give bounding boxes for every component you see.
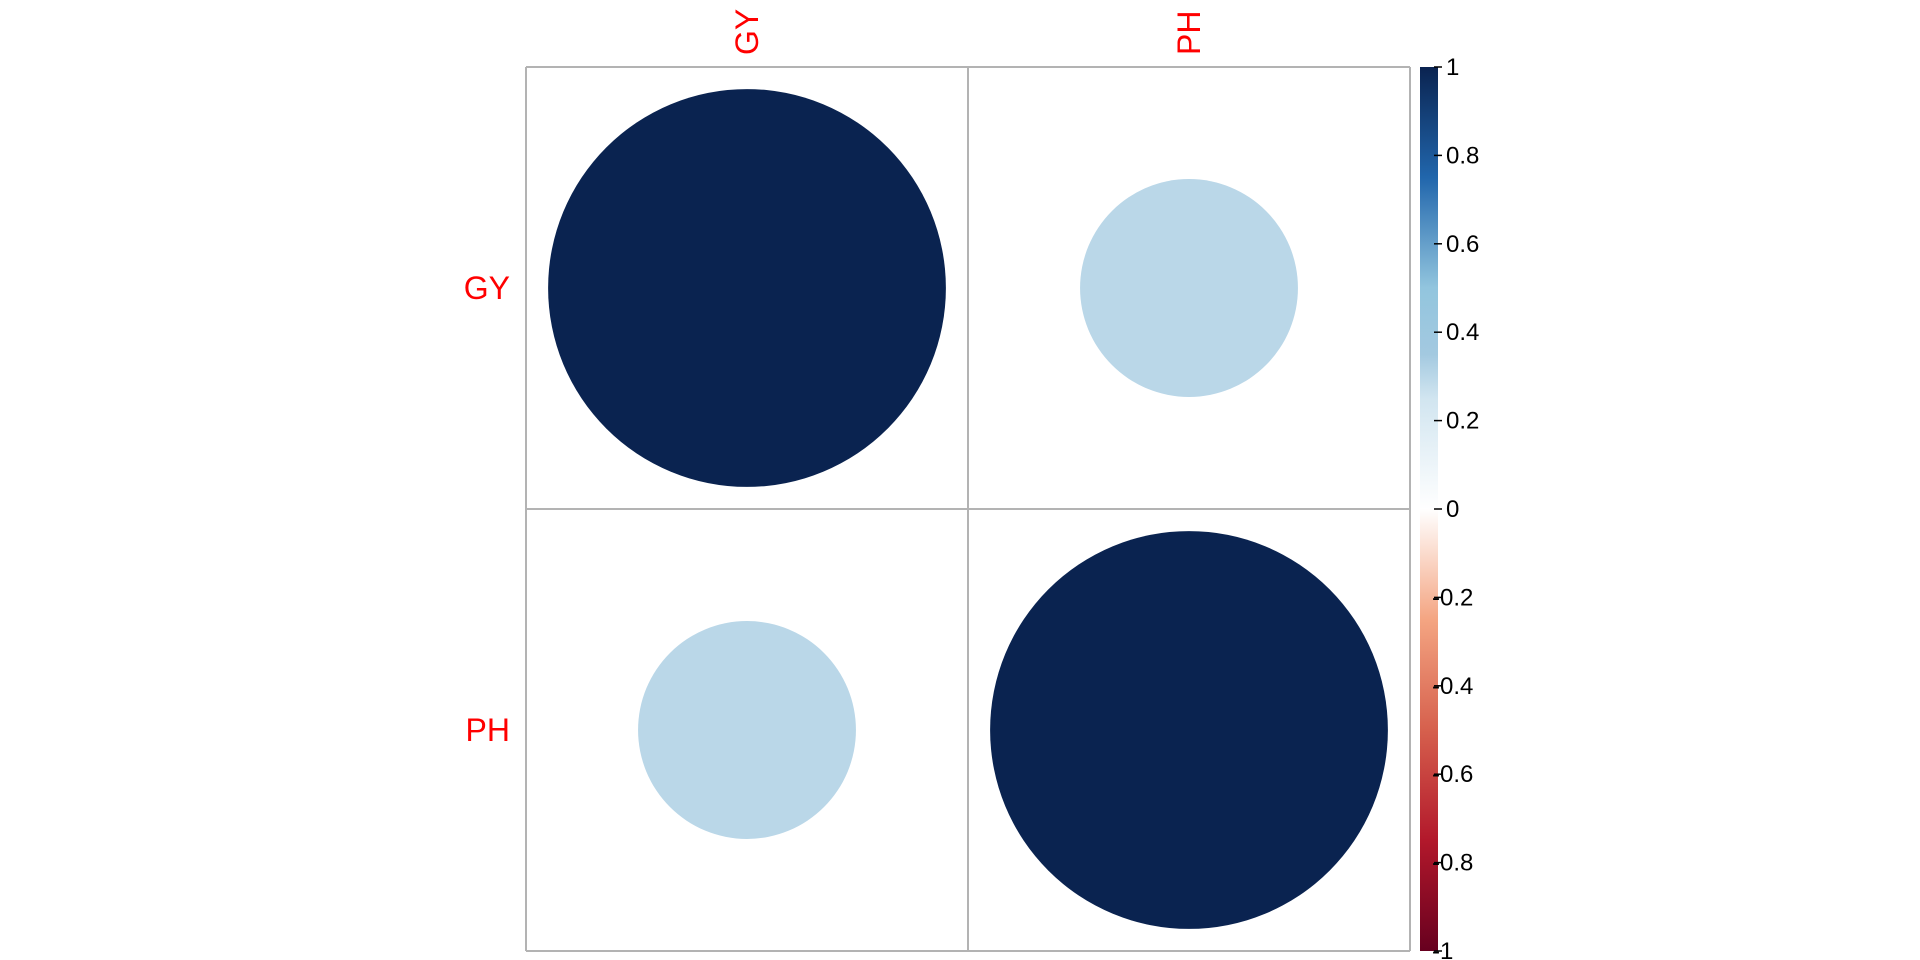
corr-circle-gy-ph <box>1080 179 1298 397</box>
cells-layer <box>548 89 1388 929</box>
colorbar-tick-label: 0 <box>1446 496 1459 523</box>
colorbar-tick-label: 0.2 <box>1446 408 1479 435</box>
colorbar-tick-label: 0.6 <box>1446 231 1479 258</box>
grid-layer <box>525 66 1411 952</box>
labels-layer: GY PH GY PH <box>464 9 1207 748</box>
row-label-gy: GY <box>464 270 510 306</box>
colorbar-tick-label: 1 <box>1446 54 1459 81</box>
corr-circle-ph-gy <box>638 621 856 839</box>
corr-circle-gy-gy <box>548 89 946 487</box>
colorbar-tick-label: -0.4 <box>1432 673 1473 700</box>
col-label-gy: GY <box>729 9 765 55</box>
colorbar <box>1420 67 1438 951</box>
colorbar-tick-label: -0.2 <box>1432 584 1473 611</box>
colorbar-legend: 1 0.8 0.6 0.4 0.2 0 -0.2 -0.4 -0.6 -0.8 -1 <box>1420 54 1479 960</box>
colorbar-tick-label: -1 <box>1432 938 1453 960</box>
corr-circle-ph-ph <box>990 531 1388 929</box>
colorbar-tick-label: -0.6 <box>1432 761 1473 788</box>
row-label-ph: PH <box>466 712 510 748</box>
colorbar-tick-label: 0.8 <box>1446 142 1479 169</box>
colorbar-tick-label: 0.4 <box>1446 319 1479 346</box>
colorbar-tick-label: -0.8 <box>1432 850 1473 877</box>
col-label-ph: PH <box>1171 11 1207 55</box>
